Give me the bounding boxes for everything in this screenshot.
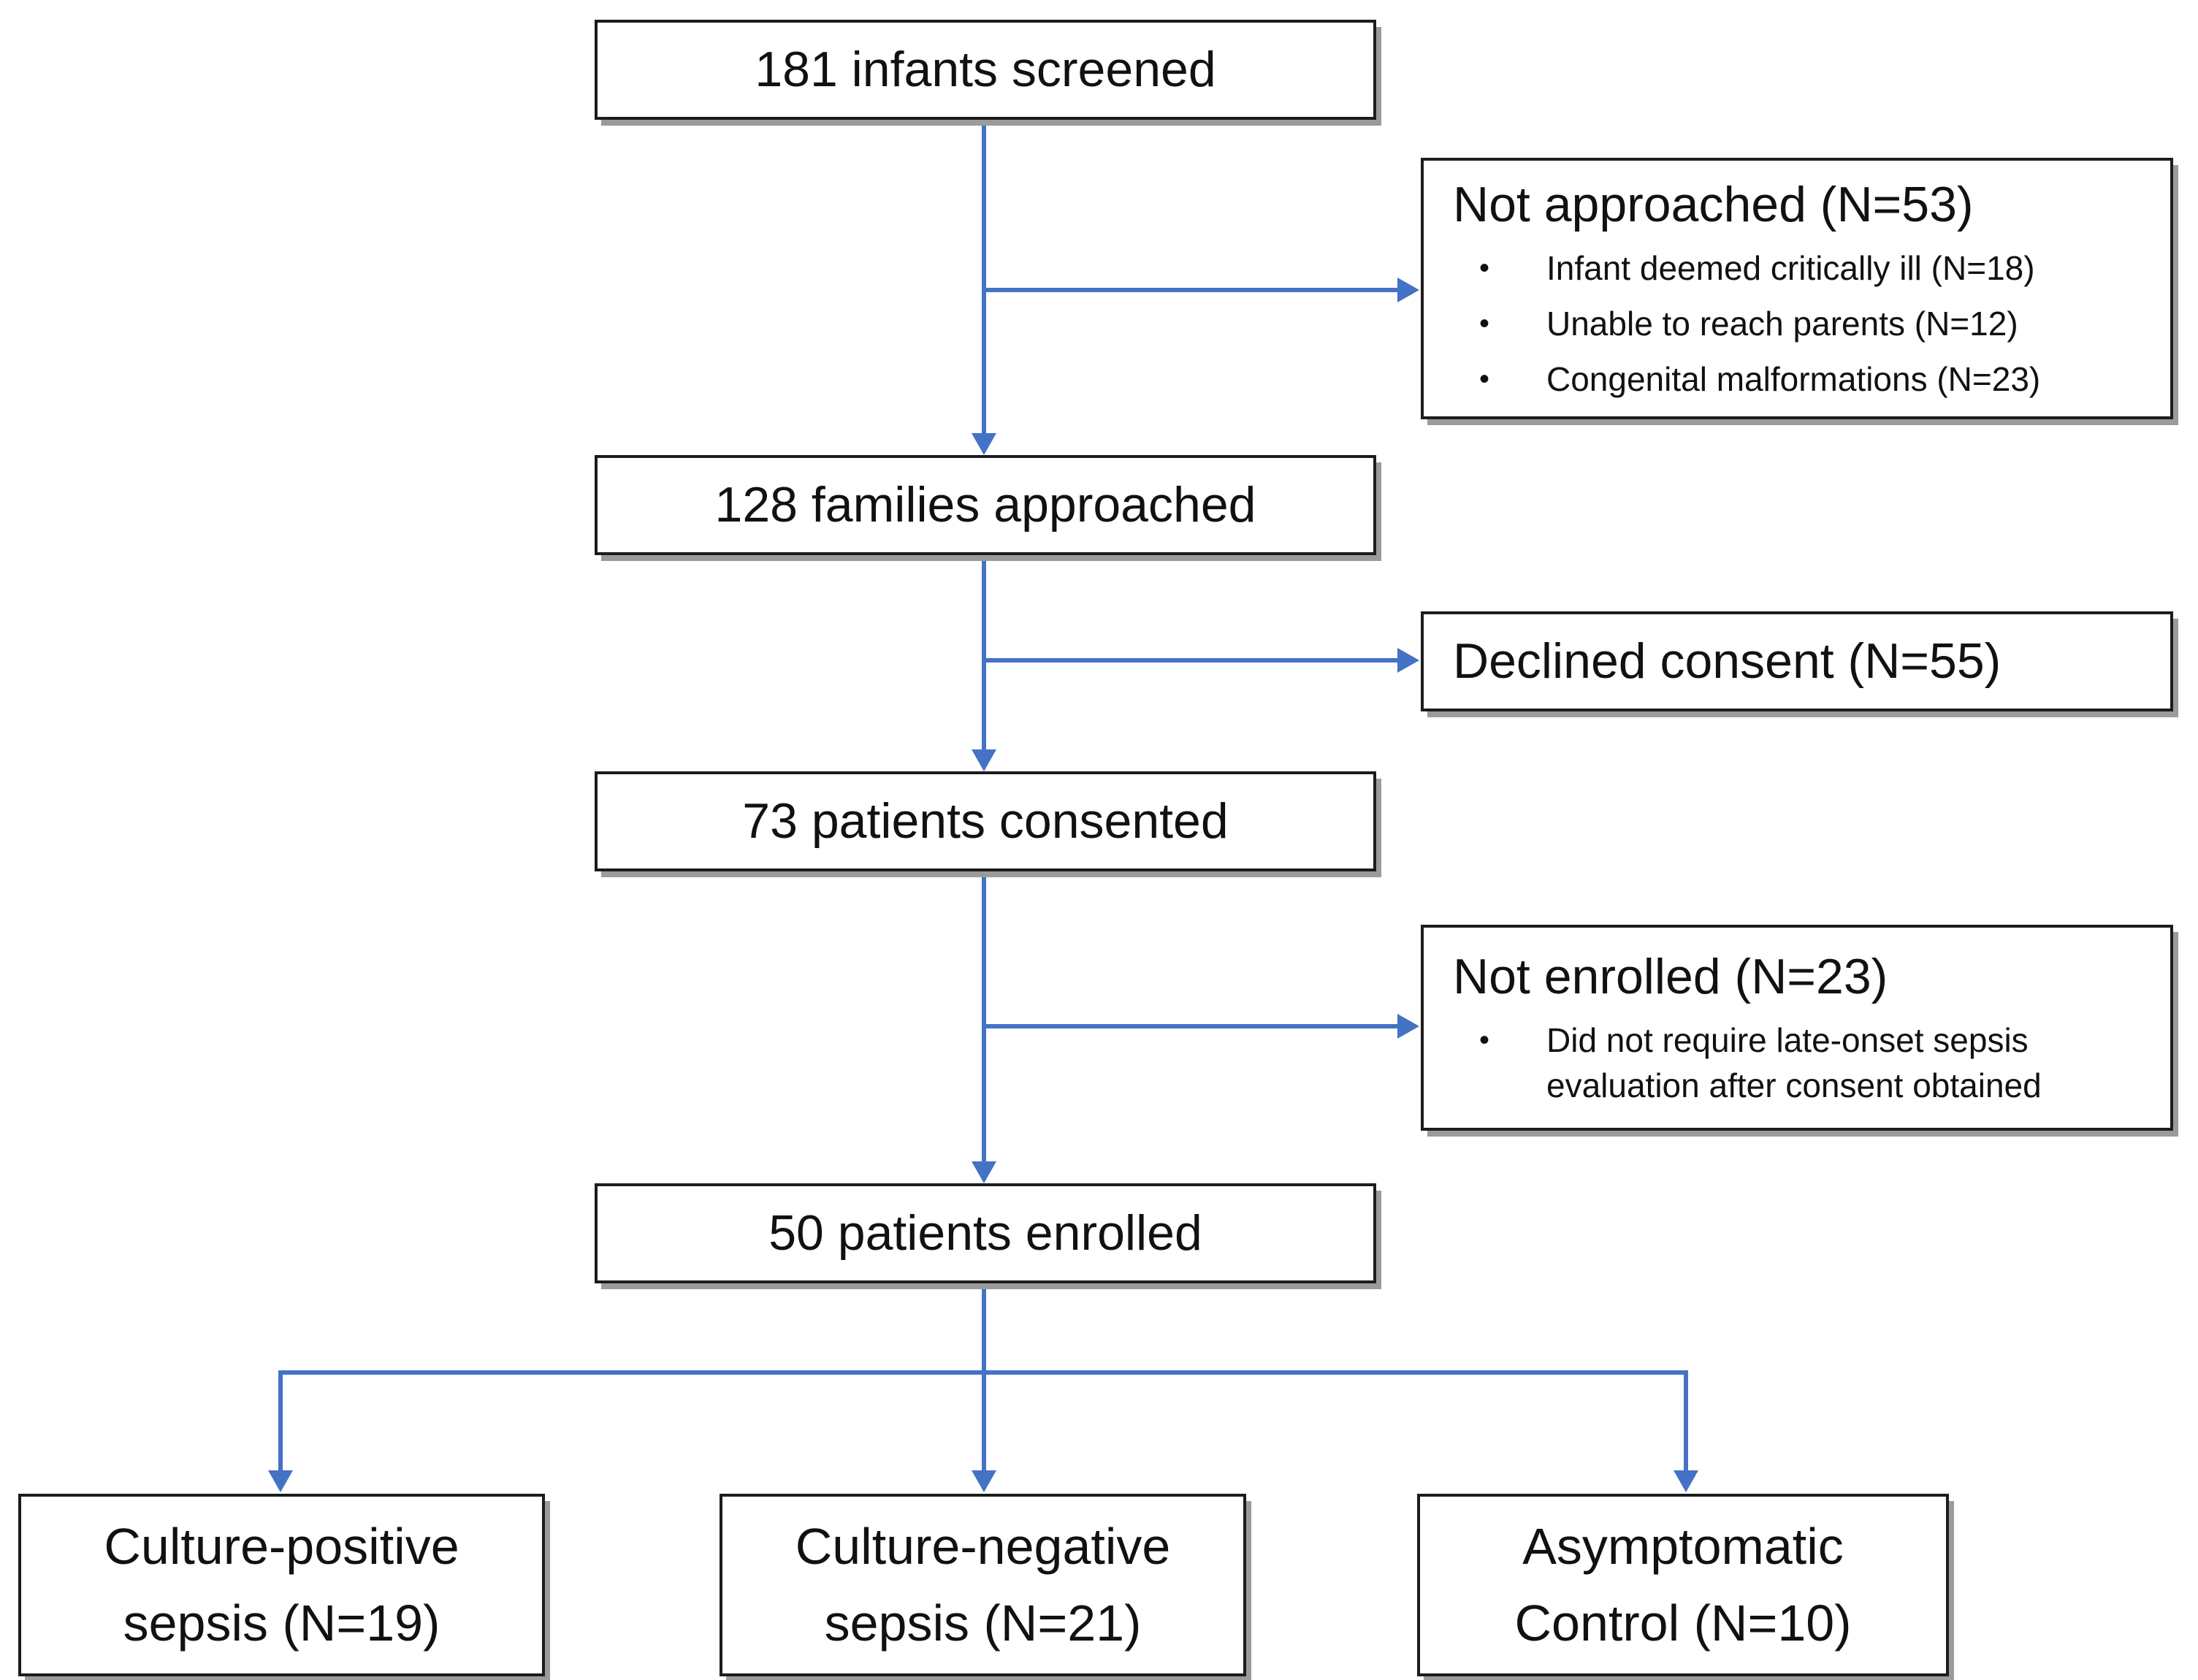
node-not-enrolled: Not enrolled (N=23) • Did not require la… xyxy=(1421,925,2173,1131)
bullet-item: • Congenital malformations (N=23) xyxy=(1453,356,2148,402)
arrowhead-down-icon xyxy=(972,433,996,455)
bullet-item: • Did not require late-onset sepsis eval… xyxy=(1453,1017,2148,1108)
connector-enrolled-to-branch xyxy=(982,1283,986,1375)
bullet-item: • Unable to reach parents (N=12) xyxy=(1453,301,2148,346)
node-asymptomatic-control: Asymptomatic Control (N=10) xyxy=(1417,1494,1949,1676)
arrowhead-down-icon xyxy=(972,1161,996,1183)
arrowhead-right-icon xyxy=(1397,278,1419,302)
node-title: Declined consent (N=55) xyxy=(1453,633,2002,689)
node-declined-consent: Declined consent (N=55) xyxy=(1421,611,2173,711)
connector-to-not-enrolled xyxy=(984,1024,1397,1028)
node-label: 128 families approached xyxy=(714,477,1256,533)
node-label: 181 infants screened xyxy=(755,42,1216,98)
bullet-dot: • xyxy=(1479,307,1490,340)
arrowhead-right-icon xyxy=(1397,648,1419,673)
node-patients-enrolled: 50 patients enrolled xyxy=(595,1183,1376,1283)
node-not-approached: Not approached (N=53) • Infant deemed cr… xyxy=(1421,158,2173,419)
node-patients-consented: 73 patients consented xyxy=(595,771,1376,871)
bullet-item: • Infant deemed critically ill (N=18) xyxy=(1453,245,2148,291)
connector-consented-to-enrolled xyxy=(982,871,986,1161)
bullet-dot: • xyxy=(1479,251,1490,284)
node-culture-positive-sepsis: Culture-positive sepsis (N=19) xyxy=(18,1494,545,1676)
node-label: 50 patients enrolled xyxy=(768,1205,1202,1261)
node-label: Asymptomatic Control (N=10) xyxy=(1514,1518,1852,1652)
node-label: Culture-positive sepsis (N=19) xyxy=(104,1518,459,1652)
connector-screened-to-approached xyxy=(982,120,986,433)
arrowhead-down-icon xyxy=(268,1470,293,1492)
bullet-text: Congenital malformations (N=23) xyxy=(1546,359,2041,398)
node-culture-negative-sepsis: Culture-negative sepsis (N=21) xyxy=(720,1494,1246,1676)
bullet-dot: • xyxy=(1479,1023,1490,1056)
branch-drop-middle xyxy=(982,1375,986,1472)
bullet-text: Did not require late-onset sepsis evalua… xyxy=(1546,1020,2042,1104)
connector-approached-to-consented xyxy=(982,555,986,749)
bullet-text: Infant deemed critically ill (N=18) xyxy=(1546,248,2035,287)
connector-to-declined xyxy=(984,658,1397,663)
bullet-dot: • xyxy=(1479,362,1490,395)
branch-horizontal-line xyxy=(278,1370,1688,1375)
node-label: Culture-negative sepsis (N=21) xyxy=(795,1518,1171,1652)
branch-drop-right xyxy=(1684,1370,1688,1472)
node-title: Not approached (N=53) xyxy=(1453,177,1974,233)
node-infants-screened: 181 infants screened xyxy=(595,20,1376,120)
arrowhead-down-icon xyxy=(972,1470,996,1492)
arrowhead-down-icon xyxy=(972,749,996,771)
connector-to-not-approached xyxy=(984,288,1397,292)
arrowhead-down-icon xyxy=(1674,1470,1698,1492)
arrowhead-right-icon xyxy=(1397,1014,1419,1039)
node-title: Not enrolled (N=23) xyxy=(1453,949,1888,1005)
branch-drop-left xyxy=(278,1370,283,1472)
bullet-text: Unable to reach parents (N=12) xyxy=(1546,304,2018,343)
node-families-approached: 128 families approached xyxy=(595,455,1376,555)
node-label: 73 patients consented xyxy=(742,793,1229,849)
